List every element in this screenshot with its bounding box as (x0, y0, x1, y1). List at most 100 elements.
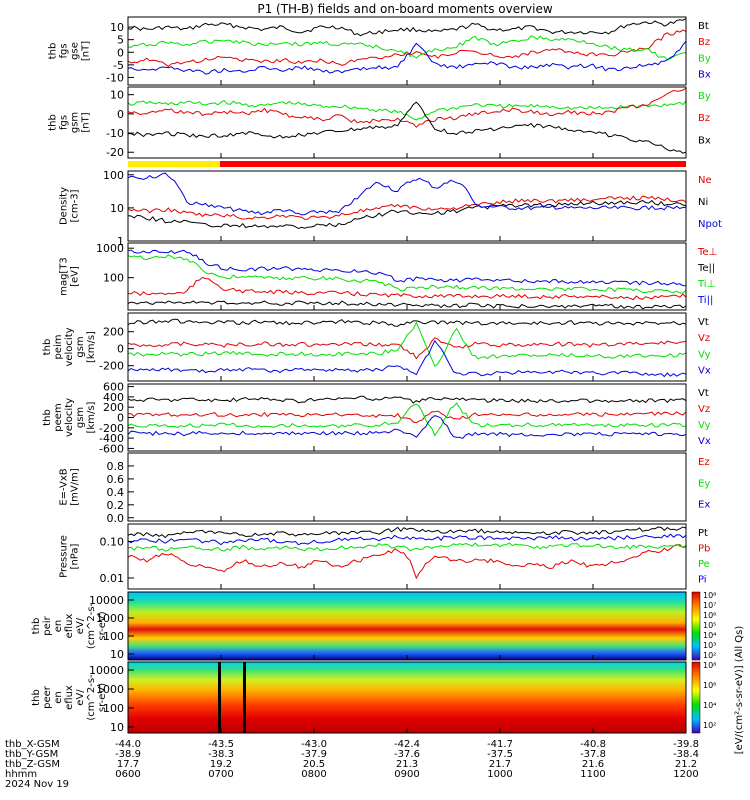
series-peim_velocity-2 (127, 321, 687, 368)
y-tick-label: 0.2 (107, 499, 125, 512)
plot-title: P1 (TH-B) fields and on-board moments ov… (257, 2, 553, 16)
y-tick-label: 400 (103, 391, 124, 404)
y-tick-label: 0.0 (107, 512, 125, 525)
y-tick-label: 0.01 (100, 572, 125, 585)
x-row-value: 20.5 (303, 759, 325, 770)
colorbar-tick: 10⁴ (703, 701, 716, 710)
y-axis-label: en (53, 620, 64, 633)
x-row-value: 21.2 (675, 759, 697, 770)
legend-label: Vx (698, 436, 711, 447)
x-row-value: -38.4 (673, 749, 699, 760)
legend-label: Ti|| (697, 295, 713, 306)
y-axis-label: [nPa] (70, 543, 81, 569)
y-tick-label: 10000 (89, 664, 124, 677)
panel-frame (127, 242, 687, 311)
y-axis-label: eV/ (75, 689, 86, 706)
y-axis-label: thb (31, 689, 42, 706)
series-fgs_gse-2 (127, 35, 687, 61)
y-tick-label: -200 (99, 360, 124, 373)
x-row-value: 1200 (673, 769, 698, 780)
legend-label: Bx (698, 135, 711, 146)
colorbar-strip (691, 661, 701, 734)
y-tick-label: 10000 (89, 594, 124, 607)
colorbar-tick: 10⁶ (703, 611, 716, 620)
y-tick-label: -600 (99, 442, 124, 455)
legend-label: Te|| (697, 263, 715, 274)
y-axis-label: [nT] (81, 41, 92, 61)
series-temperature-2 (127, 254, 687, 294)
panel-peir_spec: 10000 1000 100 10 thb peir en eflux eV/(cm^2-s-s… (31, 591, 687, 661)
colorbar-tick: 10² (703, 651, 716, 660)
y-tick-label: 0.4 (107, 486, 125, 499)
x-row-value: -37.9 (301, 749, 327, 760)
legend-label: Ne (698, 175, 712, 186)
y-axis-label: en (53, 691, 64, 704)
legend-label: Pe (698, 559, 710, 570)
x-row-label: thb_Y-GSM (5, 749, 58, 760)
colorbar-tick: 10⁸ (703, 661, 716, 670)
legend-label: Vt (698, 388, 709, 399)
series-peem_velocity-1 (128, 410, 687, 424)
y-tick-label: 0.10 (100, 535, 125, 548)
y-axis-label: [eV] (70, 266, 81, 287)
colorbar-tick: 10³ (703, 641, 716, 650)
y-tick-label: -400 (99, 432, 124, 445)
series-temperature-1 (127, 300, 687, 310)
legend-label: By (698, 91, 711, 102)
series-peim_velocity-0 (127, 318, 687, 327)
y-axis-label: [nT] (81, 112, 92, 132)
panel-frame (127, 86, 687, 159)
y-axis-label: [km/s] (86, 331, 97, 363)
legend-label: By (698, 53, 711, 64)
spectrogram (128, 592, 686, 660)
x-row-value: 21.7 (489, 759, 511, 770)
series-fgs_gse-1 (127, 29, 687, 68)
x-row-value: -37.6 (394, 749, 420, 760)
y-axis-label: peer (42, 685, 53, 709)
y-axis-label: gsm (75, 336, 86, 357)
y-axis-label: thb (42, 409, 53, 426)
colorbar-tick: 10⁸ (703, 591, 716, 600)
colorbar-tick: 10² (703, 721, 716, 730)
y-axis-label: thb (42, 339, 53, 356)
panel-temperature: Te⊥ Te|| Ti⊥ Ti|| 1000 100 mag[T3 [eV] (59, 242, 717, 311)
legend-label: Bz (698, 37, 710, 48)
x-row-value: -40.8 (580, 739, 606, 750)
y-tick-label: 0 (117, 412, 124, 425)
x-row-value: 1000 (487, 769, 512, 780)
series-peem_velocity-2 (127, 402, 687, 437)
y-tick-label: 0 (117, 343, 124, 356)
y-tick-label: 5 (117, 34, 124, 47)
x-row-value: -43.0 (301, 739, 327, 750)
series-fgs_gse-0 (127, 18, 687, 37)
legend-label: Te⊥ (697, 247, 717, 258)
y-axis-label: E=-VxB (59, 468, 70, 505)
y-axis-label: fgs (59, 115, 70, 130)
y-axis-label: Pressure (59, 535, 70, 578)
legend-label: Vy (698, 349, 711, 360)
colorbar-tick: 10⁴ (703, 631, 716, 640)
y-tick-label: 0.8 (107, 460, 125, 473)
panel-peim_velocity: Vt Vz Vy Vx 200 0 -200 thb peim velocity gsm [km/s] (42, 312, 711, 382)
y-tick-label: -20 (106, 146, 124, 159)
y-axis-label: sr-eV) (97, 611, 108, 640)
status-bar-red (220, 161, 686, 167)
y-axis-label: eflux (64, 685, 75, 710)
legend-label: Pb (698, 543, 710, 554)
y-axis-label: Density (59, 187, 70, 225)
y-axis-label: [cm-3] (70, 189, 81, 222)
y-tick-label: 100 (103, 702, 124, 715)
y-axis-label: eV/ (75, 617, 86, 634)
date-label: 2024 Nov 19 (5, 779, 69, 790)
legend-label: Vt (698, 317, 709, 328)
series-density-2 (127, 172, 687, 216)
y-axis-label: peim (53, 334, 64, 359)
series-pressure-3 (127, 533, 687, 546)
x-row-value: -38.9 (115, 749, 141, 760)
spectrogram (128, 662, 686, 733)
legend-label: Ez (698, 457, 710, 468)
y-tick-label: 200 (103, 326, 124, 339)
